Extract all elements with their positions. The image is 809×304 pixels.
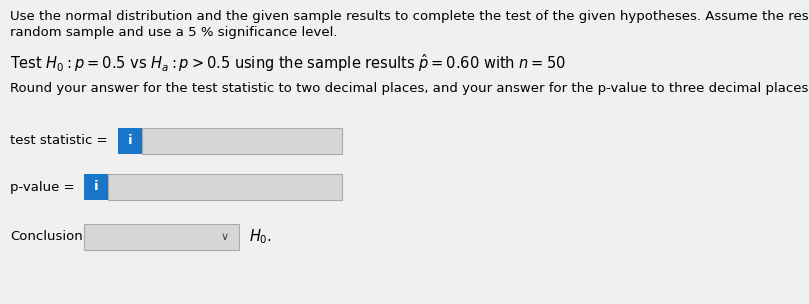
Text: i: i [128,134,133,147]
FancyBboxPatch shape [118,128,142,154]
Text: p-value =: p-value = [10,181,78,194]
Text: random sample and use a 5 % significance level.: random sample and use a 5 % significance… [10,26,337,39]
Text: $H_0$.: $H_0$. [249,228,272,246]
Text: Round your answer for the test statistic to two decimal places, and your answer : Round your answer for the test statistic… [10,82,809,95]
Text: Test $H_0 : p = 0.5$ vs $H_a : p > 0.5$ using the sample results $\hat{p} = 0.60: Test $H_0 : p = 0.5$ vs $H_a : p > 0.5$ … [10,52,565,74]
Text: ∨: ∨ [221,232,229,242]
FancyBboxPatch shape [84,174,108,200]
FancyBboxPatch shape [108,174,342,200]
Text: i: i [94,181,99,194]
FancyBboxPatch shape [142,128,342,154]
Text: Use the normal distribution and the given sample results to complete the test of: Use the normal distribution and the give… [10,10,809,23]
Text: Conclusion:: Conclusion: [10,230,87,244]
FancyBboxPatch shape [84,224,239,250]
Text: test statistic =: test statistic = [10,134,112,147]
